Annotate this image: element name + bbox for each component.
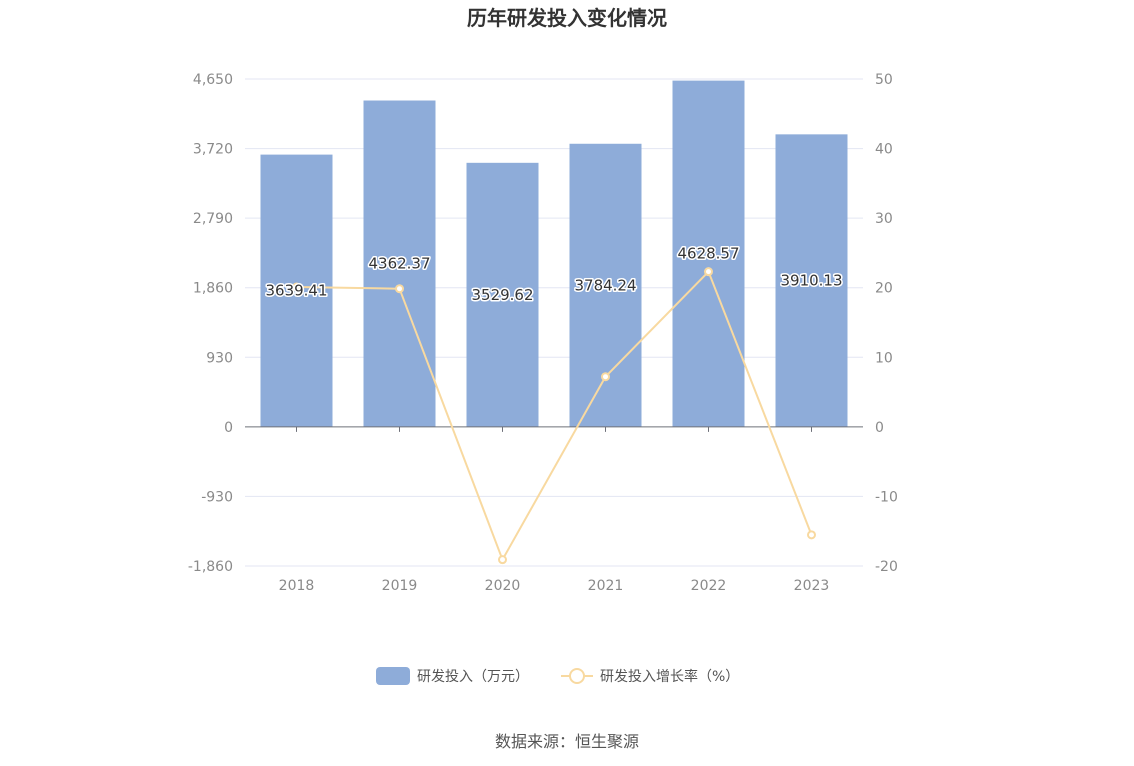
right-y-tick-label: 50 [875,72,893,88]
line-point [292,282,301,292]
left-y-tick-label: 930 [206,350,233,366]
bar-value-label: 4628.57 [677,245,739,263]
line-point [601,372,610,382]
bar [363,100,436,427]
bar-value-label: 3529.62 [471,286,533,304]
left-y-tick-label: 2,790 [193,211,233,227]
line-point [498,555,507,565]
chart-title: 历年研发投入变化情况 [467,6,667,30]
line-point [807,530,816,540]
bar-series [260,80,848,427]
left-y-tick-label: -930 [201,489,233,505]
right-y-tick-label: 10 [875,350,893,366]
bar [672,80,745,427]
left-y-tick-label: 3,720 [193,142,233,158]
bar-value-label: 4362.37 [368,255,430,273]
gridlines [245,78,863,567]
x-tick-label: 2022 [691,578,727,594]
x-tick-label: 2020 [485,578,521,594]
left-y-tick-label: 0 [224,420,233,436]
x-tick-label: 2019 [382,578,418,594]
bar [466,162,539,427]
x-tick-label: 2018 [279,578,315,594]
right-y-tick-label: 20 [875,281,893,297]
left-y-tick-label: 4,650 [193,72,233,88]
right-y-tick-label: 30 [875,211,893,227]
bar [775,134,848,427]
line-point [395,284,404,294]
right-y-tick-label: 40 [875,142,893,158]
bar-value-label: 3784.24 [574,276,636,294]
line-series [292,267,816,565]
legend-bar-swatch [376,667,410,685]
legend-item-bar[interactable]: 研发投入（万元） [376,667,529,685]
right-y-tick-label: -20 [875,559,898,575]
growth-line [296,269,813,563]
bar-value-label: 3639.41 [265,282,327,300]
x-tick-label: 2021 [588,578,624,594]
line-point [704,267,713,277]
legend-line-marker [569,668,585,684]
bar-value-label: 3910.13 [780,272,842,290]
source-note: 数据来源：恒生聚源 [495,732,639,751]
data-labels: 3639.41 4362.37 3529.62 3784.24 4628.57 3910.… [264,243,844,305]
x-tick-label: 2023 [794,578,830,594]
right-y-tick-label: -10 [875,489,898,505]
legend: 研发投入（万元） 研发投入增长率（%） [376,667,739,685]
right-y-axis: 50 40 30 20 10 0 -10 -20 [875,72,898,575]
x-axis: 2018 2019 2020 2021 2022 2023 [245,426,863,594]
legend-item-line[interactable]: 研发投入增长率（%） [561,668,739,685]
left-y-tick-label: -1,860 [188,559,233,575]
right-y-tick-label: 0 [875,420,884,436]
left-y-axis: 4,650 3,720 2,790 1,860 930 0 -930 -1,860 [188,72,233,575]
left-y-tick-label: 1,860 [193,281,233,297]
legend-line-label: 研发投入增长率（%） [600,668,739,685]
legend-bar-label: 研发投入（万元） [417,669,529,685]
